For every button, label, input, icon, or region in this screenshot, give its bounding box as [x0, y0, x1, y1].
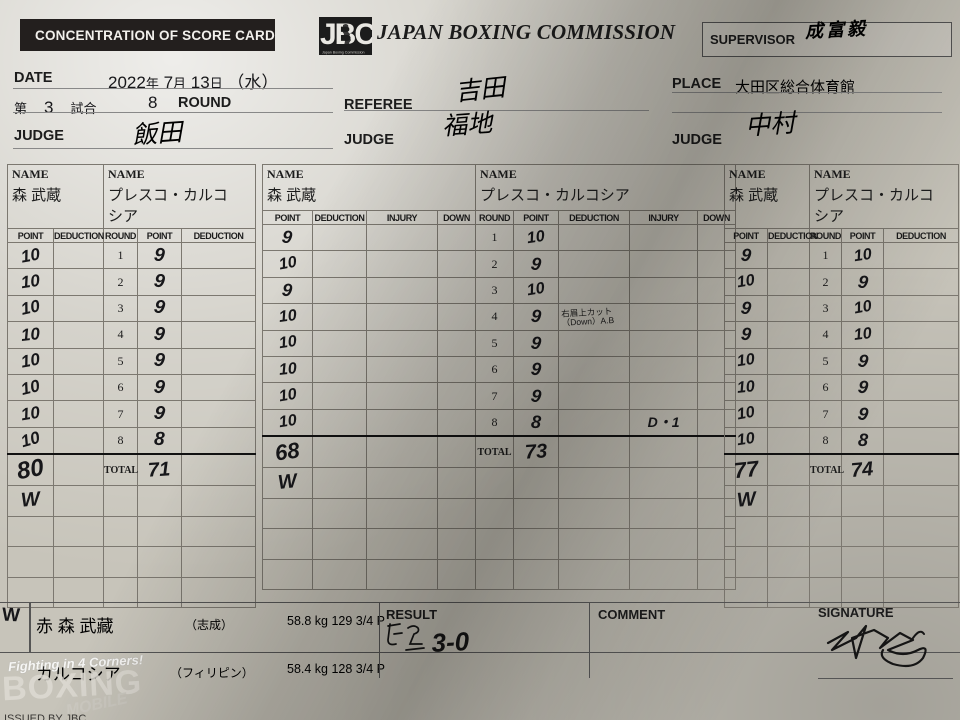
svg-text:3-0: 3-0 [431, 626, 471, 658]
svg-text:Japan Boxing Commission: Japan Boxing Commission [322, 51, 365, 55]
